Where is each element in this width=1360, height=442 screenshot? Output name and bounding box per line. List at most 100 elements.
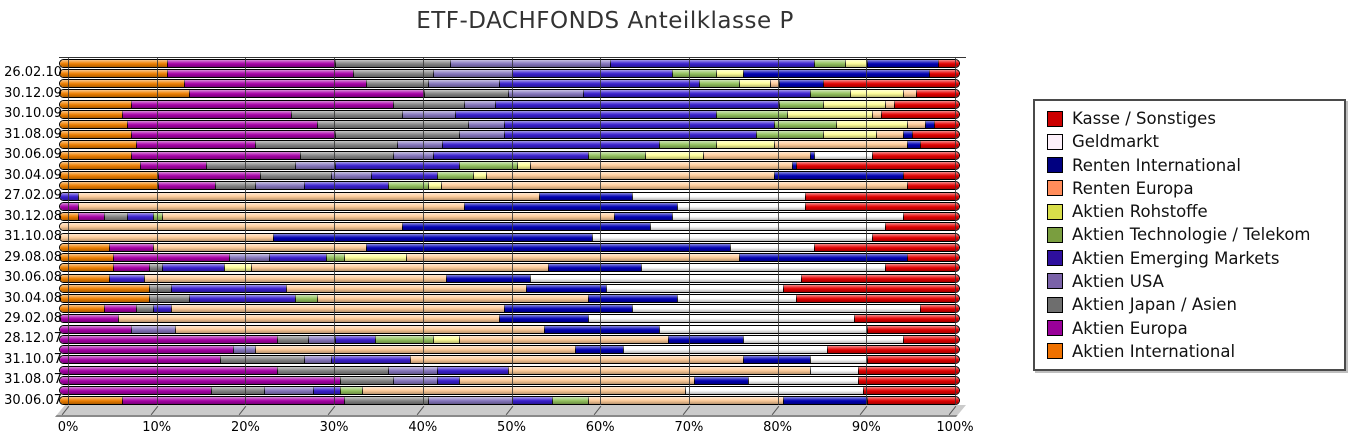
bar-segment-aktien_europa	[184, 80, 367, 88]
bar-segment-aktien_emerging_markets	[108, 274, 145, 282]
bar-segment-aktien_international	[60, 182, 158, 190]
stacked-bar-row	[59, 68, 960, 78]
bar-segment-renten_international	[907, 141, 921, 149]
bar-segment-renten_europa	[77, 192, 540, 200]
bar-segment-kasse_sonstiges	[902, 335, 959, 343]
bar-segment-renten_international	[743, 356, 810, 364]
legend-item-geldmarkt: Geldmarkt	[1047, 132, 1332, 151]
bar-segment-aktien_international	[60, 397, 123, 405]
stacked-bar-row	[59, 222, 960, 232]
bar-segment-kasse_sonstiges	[853, 315, 959, 323]
bar-segment-kasse_sonstiges	[867, 356, 959, 364]
bar-segment-aktien_europa	[113, 254, 229, 262]
bar-segment-renten_international	[401, 223, 650, 231]
bar-segment-kasse_sonstiges	[902, 213, 959, 221]
bar-segment-aktien_europa	[166, 59, 336, 67]
bar-segment-kasse_sonstiges	[858, 366, 959, 374]
bar-segment-aktien_emerging_markets	[503, 121, 775, 128]
bar-segment-aktien_technologie_telekom	[388, 182, 429, 190]
y-axis-date-label: 30.04.09	[4, 167, 62, 183]
legend-label: Aktien Emerging Markets	[1072, 248, 1280, 268]
stacked-bar-row	[59, 109, 960, 119]
bar-segment-kasse_sonstiges	[929, 69, 959, 77]
bar-segment-renten_europa	[153, 243, 367, 251]
stacked-bar-row	[59, 304, 960, 314]
stacked-bar-row	[59, 396, 960, 406]
stacked-bar-row	[59, 160, 960, 170]
bar-segment-aktien_europa	[126, 121, 318, 128]
bar-segment-renten_international	[587, 295, 677, 302]
bar-segment-aktien_international	[60, 274, 109, 282]
bar-segment-aktien_rohstoffe	[516, 161, 531, 169]
aktien_international-swatch-icon	[1047, 343, 1063, 360]
stacked-bar-row	[59, 386, 960, 396]
stacked-bar-row	[59, 263, 960, 273]
bar-segment-aktien_technologie_telekom	[459, 161, 517, 169]
legend-item-aktien_japan_asien: Aktien Japan / Asien	[1047, 295, 1332, 314]
bar-segment-kasse_sonstiges	[916, 90, 959, 98]
bar-segment-aktien_international	[60, 131, 132, 139]
bar-segment-aktien_emerging_markets	[188, 295, 296, 302]
bar-segment-aktien_europa	[60, 335, 278, 343]
y-axis-date-label: 31.10.07	[4, 351, 62, 367]
bar-segment-aktien_europa	[104, 305, 136, 313]
bar-segment-aktien_international	[60, 141, 136, 149]
bar-segment-geldmarkt	[672, 213, 903, 221]
bar-segment-renten_europa	[175, 325, 544, 333]
bar-segment-geldmarkt	[530, 274, 801, 282]
bar-segment-aktien_rohstoffe	[845, 59, 868, 67]
bar-segment-kasse_sonstiges	[814, 243, 959, 251]
bar-segment-renten_europa	[117, 315, 500, 323]
bar-segment-aktien_technologie_telekom	[374, 335, 433, 343]
bar-segment-aktien_technologie_telekom	[698, 80, 739, 88]
bar-segment-kasse_sonstiges	[805, 192, 959, 200]
bar-segment-kasse_sonstiges	[893, 100, 959, 108]
bar-segment-aktien_japan_asien	[392, 100, 464, 108]
kasse_sonstiges-swatch-icon	[1047, 110, 1063, 127]
bar-segment-aktien_emerging_markets	[153, 305, 171, 313]
bar-segment-renten_international	[539, 192, 633, 200]
bar-segment-renten_europa	[884, 100, 894, 108]
legend-item-aktien_usa: Aktien USA	[1047, 272, 1332, 291]
bar-segment-aktien_japan_asien	[335, 131, 460, 139]
legend-item-aktien_emerging_markets: Aktien Emerging Markets	[1047, 249, 1332, 268]
legend-item-aktien_europa: Aktien Europa	[1047, 319, 1332, 338]
bar-segment-renten_europa	[255, 346, 575, 354]
x-axis-tick-label: 90%	[851, 420, 881, 435]
bar-segment-aktien_usa	[330, 172, 371, 180]
legend-item-renten_europa: Renten Europa	[1047, 179, 1332, 198]
legend-label: Aktien Japan / Asien	[1072, 295, 1237, 315]
gridline-60%	[600, 57, 602, 405]
bar-segment-aktien_europa	[60, 387, 211, 395]
bar-segment-aktien_europa	[122, 110, 291, 118]
bar-segment-aktien_europa	[188, 90, 424, 98]
bar-segment-aktien_usa	[392, 151, 433, 159]
stacked-bar-row	[59, 58, 960, 68]
bar-segment-aktien_emerging_markets	[335, 335, 375, 343]
bar-segment-aktien_technologie_telekom	[778, 100, 823, 108]
bar-segment-geldmarkt	[641, 264, 885, 272]
bar-segment-renten_international	[463, 202, 677, 210]
bar-segment-aktien_rohstoffe	[645, 151, 704, 159]
bar-segment-renten_europa	[77, 202, 464, 210]
bar-segment-kasse_sonstiges	[796, 295, 959, 302]
stacked-bar-row	[59, 283, 960, 293]
bar-segment-aktien_europa	[108, 243, 154, 251]
bar-segment-aktien_usa	[428, 397, 513, 405]
bar-segment-kasse_sonstiges	[911, 131, 959, 139]
bar-segment-renten_europa	[774, 141, 908, 149]
bar-segment-aktien_europa	[131, 100, 393, 108]
bar-segment-aktien_technologie_telekom	[339, 387, 362, 395]
bar-segment-renten_europa	[286, 284, 526, 292]
legend-label: Aktien Europa	[1072, 318, 1188, 338]
y-axis-date-label: 31.08.09	[4, 126, 62, 142]
x-axis-tick-label: 10%	[142, 420, 172, 435]
gridline-30%	[334, 57, 336, 405]
bar-segment-aktien_international	[60, 151, 132, 159]
bar-segment-aktien_usa	[392, 376, 438, 384]
bar-segment-aktien_rohstoffe	[849, 90, 903, 98]
bar-segment-renten_international	[809, 151, 814, 159]
bar-segment-renten_europa	[441, 182, 908, 190]
bar-segment-aktien_europa	[157, 182, 216, 190]
bar-segment-aktien_emerging_markets	[437, 366, 509, 374]
